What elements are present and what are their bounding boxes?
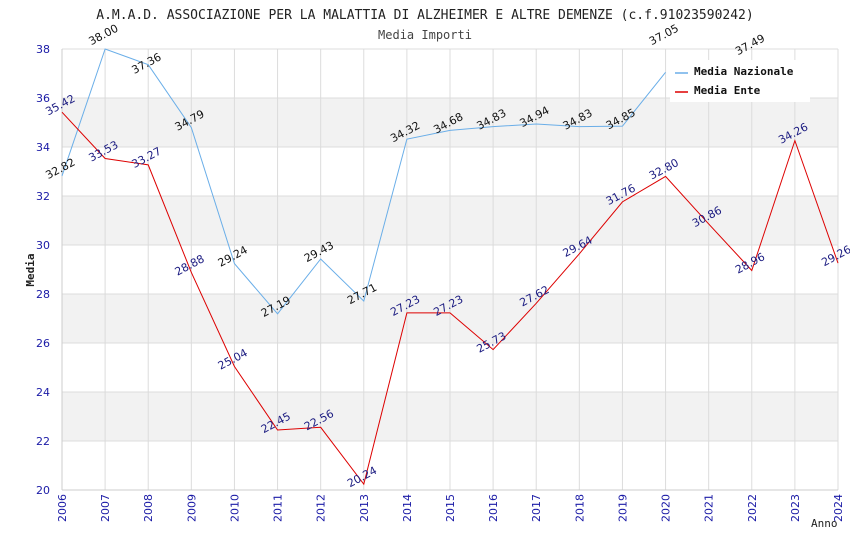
x-tick-label: 2019: [616, 494, 629, 522]
x-tick-label: 2009: [185, 494, 198, 522]
x-tick-label: 2022: [746, 494, 759, 522]
x-tick-label: 2023: [789, 494, 802, 522]
x-tick-label: 2013: [358, 494, 371, 522]
y-tick-label: 28: [36, 288, 50, 301]
y-tick-label: 34: [36, 141, 50, 154]
x-tick-label: 2021: [703, 494, 716, 522]
x-tick-label: 2020: [660, 494, 673, 522]
x-tick-label: 2017: [530, 494, 543, 522]
legend-label-media-ente: Media Ente: [694, 84, 761, 97]
y-tick-label: 32: [36, 190, 50, 203]
x-tick-label: 2012: [315, 494, 328, 522]
x-tick-label: 2010: [228, 494, 241, 522]
chart-subtitle: Media Importi: [378, 28, 472, 42]
y-tick-label: 22: [36, 435, 50, 448]
x-tick-label: 2016: [487, 494, 500, 522]
x-tick-label: 2018: [573, 494, 586, 522]
series-line-media-nazionale: [61, 48, 666, 315]
data-label-media-nazionale: 37.05: [647, 22, 681, 48]
x-tick-label: 2024: [832, 494, 845, 522]
x-tick-label: 2007: [99, 494, 112, 522]
y-tick-label: 30: [36, 239, 50, 252]
y-axis-label: Media: [24, 253, 37, 286]
y-tick-label: 20: [36, 484, 50, 497]
x-tick-label: 2008: [142, 494, 155, 522]
legend: Media Nazionale Media Ente: [670, 60, 810, 102]
x-tick-label: 2006: [56, 494, 69, 522]
x-axis-label: Anno: [811, 517, 838, 530]
legend-box: [670, 60, 810, 102]
series-line-media-ente: [61, 111, 839, 486]
chart-title: A.M.A.D. ASSOCIAZIONE PER LA MALATTIA DI…: [96, 8, 753, 23]
y-tick-label: 26: [36, 337, 50, 350]
x-tick-label: 2011: [272, 494, 285, 522]
y-tick-label: 36: [36, 92, 50, 105]
legend-label-media-nazionale: Media Nazionale: [694, 65, 794, 78]
x-tick-label: 2015: [444, 494, 457, 522]
y-tick-label: 24: [36, 386, 50, 399]
data-label-media-nazionale: 38.00: [87, 22, 121, 48]
x-tick-label: 2014: [401, 494, 414, 522]
y-tick-label: 38: [36, 43, 50, 56]
